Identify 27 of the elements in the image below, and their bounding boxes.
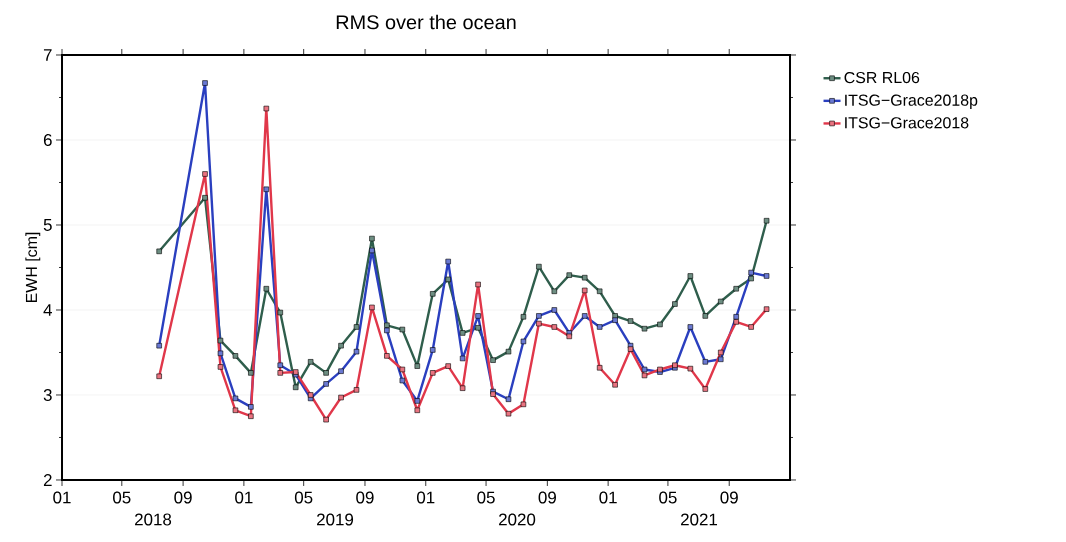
chart-title: RMS over the ocean [336,14,516,30]
text: 2019 [317,513,354,526]
y-tick-label: 4 [43,304,52,316]
x-tick-label: 05 [477,491,495,504]
y-tick-label: 5 [43,219,52,231]
y-tick-label: 6 [43,133,52,146]
text: 2021 [681,513,718,526]
text: 2020 [499,513,536,526]
x-tick-label: 09 [720,491,738,504]
x-tick-label: 05 [659,491,677,504]
text: 2018 [135,513,172,526]
x-tick-label: 05 [113,491,131,504]
x-tick-label: 09 [356,491,374,504]
y-tick-label: 2 [43,474,52,486]
y-axis-title: EWH [cm] [25,232,41,303]
y-tick-label: 3 [43,388,52,401]
x-tick-label: 09 [538,491,556,504]
x-tick-label: 01 [417,491,435,504]
x-tick-label: 09 [174,491,192,504]
legend-label: ITSG−Grace2018p [845,94,978,109]
x-tick-label: 01 [53,491,71,504]
legend-label: ITSG−Grace2018 [845,117,969,129]
x-tick-label: 05 [294,491,313,504]
legend-label: CSR RL06 [844,71,920,84]
x-tick-label: 01 [235,491,253,504]
x-tick-label: 01 [599,491,617,504]
y-tick-label: 7 [43,49,52,61]
